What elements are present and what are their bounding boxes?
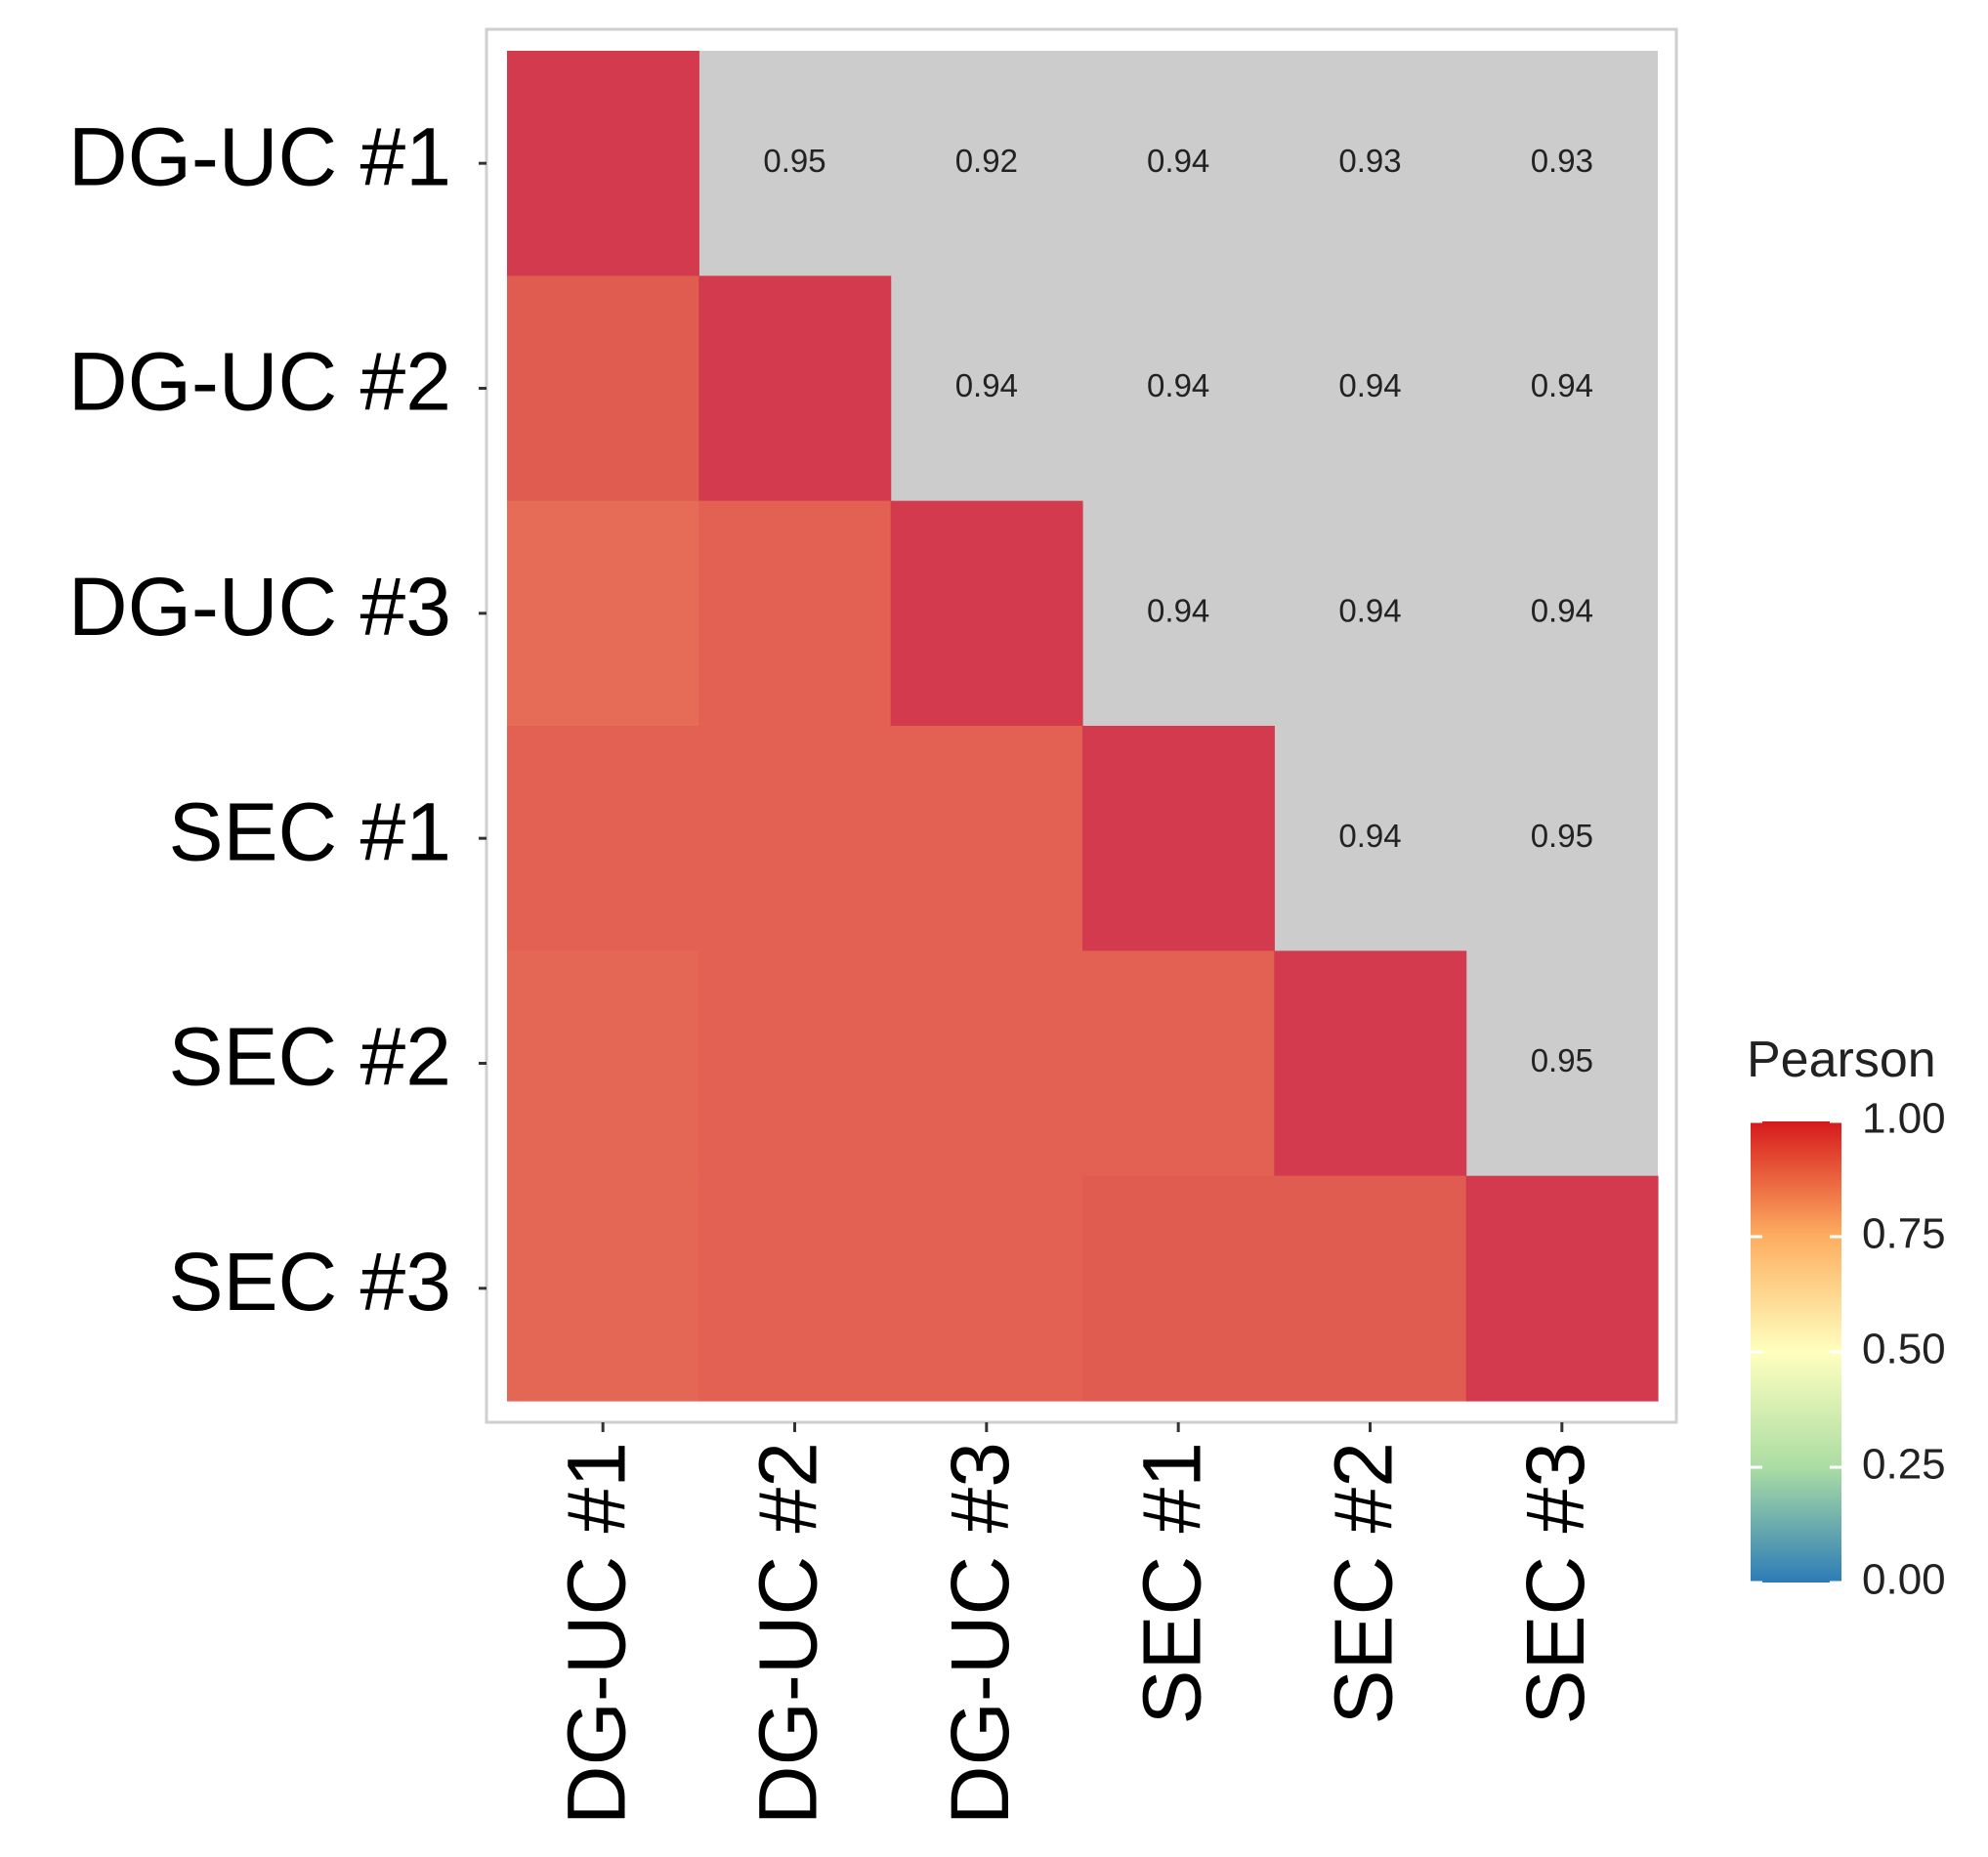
heatmap-cell-5-2 (698, 950, 892, 1177)
y-tick-label: DG-UC #3 (68, 561, 451, 653)
heatmap-cell-6-6 (1465, 1175, 1659, 1402)
cell-value-label: 0.94 (1147, 367, 1209, 403)
cell-value-label: 0.93 (1338, 143, 1401, 179)
cell-value-label: 0.94 (1338, 593, 1401, 629)
legend-colorbar (1751, 1121, 1841, 1583)
legend-tick-label: 0.25 (1862, 1441, 1946, 1489)
heatmap-cell-2-1 (507, 275, 699, 502)
cell-value-label: 0.94 (955, 367, 1018, 403)
cell-value-label: 0.94 (1531, 367, 1593, 403)
x-tick-label: DG-UC #1 (550, 1442, 642, 1825)
cell-value-label: 0.94 (1531, 593, 1593, 629)
y-tick-label: SEC #3 (169, 1236, 452, 1328)
cell-value-label: 0.94 (1338, 818, 1401, 854)
heatmap-cell-5-5 (1274, 950, 1467, 1177)
heatmap-cell-6-2 (698, 1175, 892, 1402)
cell-value-label: 0.94 (1338, 367, 1401, 403)
x-tick-label: DG-UC #3 (934, 1442, 1026, 1825)
y-tick-label: DG-UC #2 (68, 336, 451, 428)
legend-title: Pearson (1747, 1032, 1936, 1088)
y-tick-label: SEC #1 (169, 785, 452, 877)
heatmap-cell-4-4 (1082, 726, 1275, 951)
heatmap-cell-3-2 (698, 500, 892, 727)
heatmap-cell-3-3 (890, 500, 1083, 727)
heatmap-cell-5-3 (890, 950, 1083, 1177)
legend-tick-label: 0.50 (1862, 1326, 1946, 1373)
heatmap-cell-6-4 (1082, 1175, 1275, 1402)
y-tick-label: SEC #2 (169, 1011, 452, 1103)
legend-tick-label: 1.00 (1862, 1095, 1946, 1143)
heatmap-cell-5-4 (1082, 950, 1275, 1177)
x-tick-label: SEC #2 (1318, 1442, 1410, 1725)
x-tick-label: DG-UC #2 (742, 1442, 834, 1825)
legend-tick-label: 0.75 (1862, 1210, 1946, 1258)
heatmap-cell-1-1 (507, 51, 699, 276)
x-tick-label: SEC #1 (1125, 1442, 1217, 1725)
cell-value-label: 0.95 (763, 143, 825, 179)
cell-value-label: 0.95 (1531, 1042, 1593, 1078)
y-tick-label: DG-UC #1 (68, 110, 451, 202)
cell-value-label: 0.92 (955, 143, 1018, 179)
legend: Pearson 1.00 0.75 0.50 0.25 0.00 (1747, 1032, 1946, 1604)
x-tick-label: SEC #3 (1509, 1442, 1601, 1725)
heatmap-cell-6-1 (507, 1175, 699, 1402)
heatmap-cell-6-3 (890, 1175, 1083, 1402)
cell-value-label: 0.95 (1531, 818, 1593, 854)
heatmap-cell-4-2 (698, 726, 892, 951)
legend-tick-label: 0.00 (1862, 1556, 1946, 1604)
heatmap-cell-3-1 (507, 500, 699, 727)
heatmap-cell-6-5 (1274, 1175, 1467, 1402)
cell-value-label: 0.94 (1147, 143, 1209, 179)
heatmap-cell-5-1 (507, 950, 699, 1177)
cell-value-label: 0.93 (1531, 143, 1593, 179)
heatmap-cell-4-1 (507, 726, 699, 951)
heatmap-cell-4-3 (890, 726, 1083, 951)
cell-value-label: 0.94 (1147, 593, 1209, 629)
heatmap-cell-2-2 (698, 275, 892, 502)
